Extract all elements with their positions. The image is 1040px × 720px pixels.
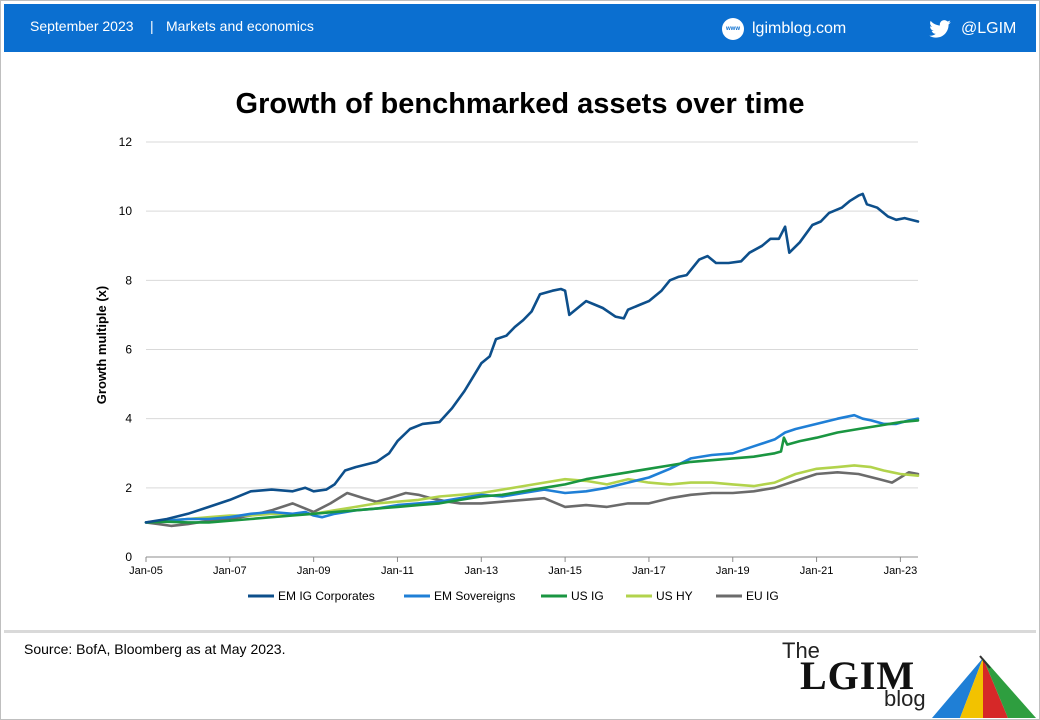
legend-label: EU IG bbox=[746, 589, 779, 603]
twitter-bird-icon bbox=[929, 20, 951, 38]
legend-label: EM IG Corporates bbox=[278, 589, 375, 603]
x-axis: Jan-05 Jan-07 Jan-09 Jan-11 Jan-13 Jan-15 Jan-… bbox=[129, 556, 918, 577]
y-tick-label: 0 bbox=[125, 550, 132, 564]
legend-item: US IG bbox=[541, 589, 604, 603]
series-lines bbox=[144, 192, 920, 528]
series-line bbox=[144, 471, 920, 528]
legend-label: US IG bbox=[571, 589, 604, 603]
footer-divider bbox=[4, 630, 1036, 633]
logo-lgim: LGIM bbox=[800, 653, 916, 698]
y-tick-label: 10 bbox=[119, 204, 133, 218]
umbrella-logo-icon bbox=[932, 655, 1036, 718]
series-line bbox=[144, 419, 920, 524]
y-axis-label: Growth multiple (x) bbox=[94, 286, 109, 404]
x-tick-label: Jan-15 bbox=[548, 565, 582, 577]
y-tick-label: 8 bbox=[125, 273, 132, 287]
www-globe-icon: www bbox=[722, 18, 744, 40]
y-tick-label: 2 bbox=[125, 481, 132, 495]
x-tick-label: Jan-11 bbox=[381, 565, 414, 577]
y-tick-label: 12 bbox=[119, 135, 133, 149]
line-chart: 0 2 4 6 8 10 12 Jan-05 Jan-07 Jan-09 Jan-11 Jan-13… bbox=[94, 135, 920, 603]
legend-item: US HY bbox=[626, 589, 693, 603]
x-tick-label: Jan-07 bbox=[213, 565, 247, 577]
legend: EM IG Corporates EM Sovereigns US IG US HY E… bbox=[248, 589, 779, 603]
site-link-label: lgimblog.com bbox=[752, 20, 847, 37]
x-tick-label: Jan-21 bbox=[800, 565, 834, 577]
y-tick-label: 4 bbox=[125, 412, 132, 426]
series-line bbox=[144, 192, 920, 524]
legend-label: US HY bbox=[656, 589, 693, 603]
series-line bbox=[144, 413, 920, 524]
legend-item: EU IG bbox=[716, 589, 779, 603]
x-tick-label: Jan-17 bbox=[632, 565, 666, 577]
header-date: September 2023 bbox=[30, 18, 134, 34]
x-tick-label: Jan-09 bbox=[297, 565, 331, 577]
header-separator: | bbox=[150, 18, 154, 34]
x-tick-label: Jan-19 bbox=[716, 565, 750, 577]
legend-item: EM IG Corporates bbox=[248, 589, 375, 603]
twitter-link[interactable]: @LGIM bbox=[929, 17, 1016, 41]
logo-the: The bbox=[782, 638, 820, 663]
header-section[interactable]: Markets and economics bbox=[166, 18, 314, 34]
source-note: Source: BofA, Bloomberg as at May 2023. bbox=[24, 641, 286, 657]
twitter-handle: @LGIM bbox=[961, 20, 1017, 37]
x-tick-label: Jan-05 bbox=[129, 565, 163, 577]
gridlines bbox=[146, 141, 918, 489]
y-tick-label: 6 bbox=[125, 343, 132, 357]
legend-label: EM Sovereigns bbox=[434, 589, 515, 603]
y-axis: 0 2 4 6 8 10 12 bbox=[119, 135, 133, 564]
x-tick-label: Jan-13 bbox=[464, 565, 498, 577]
header-bar: September 2023 | Markets and economics w… bbox=[4, 4, 1036, 52]
chart-title: Growth of benchmarked assets over time bbox=[235, 88, 805, 120]
x-tick-label: Jan-23 bbox=[884, 565, 918, 577]
legend-item: EM Sovereigns bbox=[404, 589, 515, 603]
logo-blog: blog bbox=[884, 686, 926, 711]
site-link[interactable]: www lgimblog.com bbox=[722, 17, 846, 41]
